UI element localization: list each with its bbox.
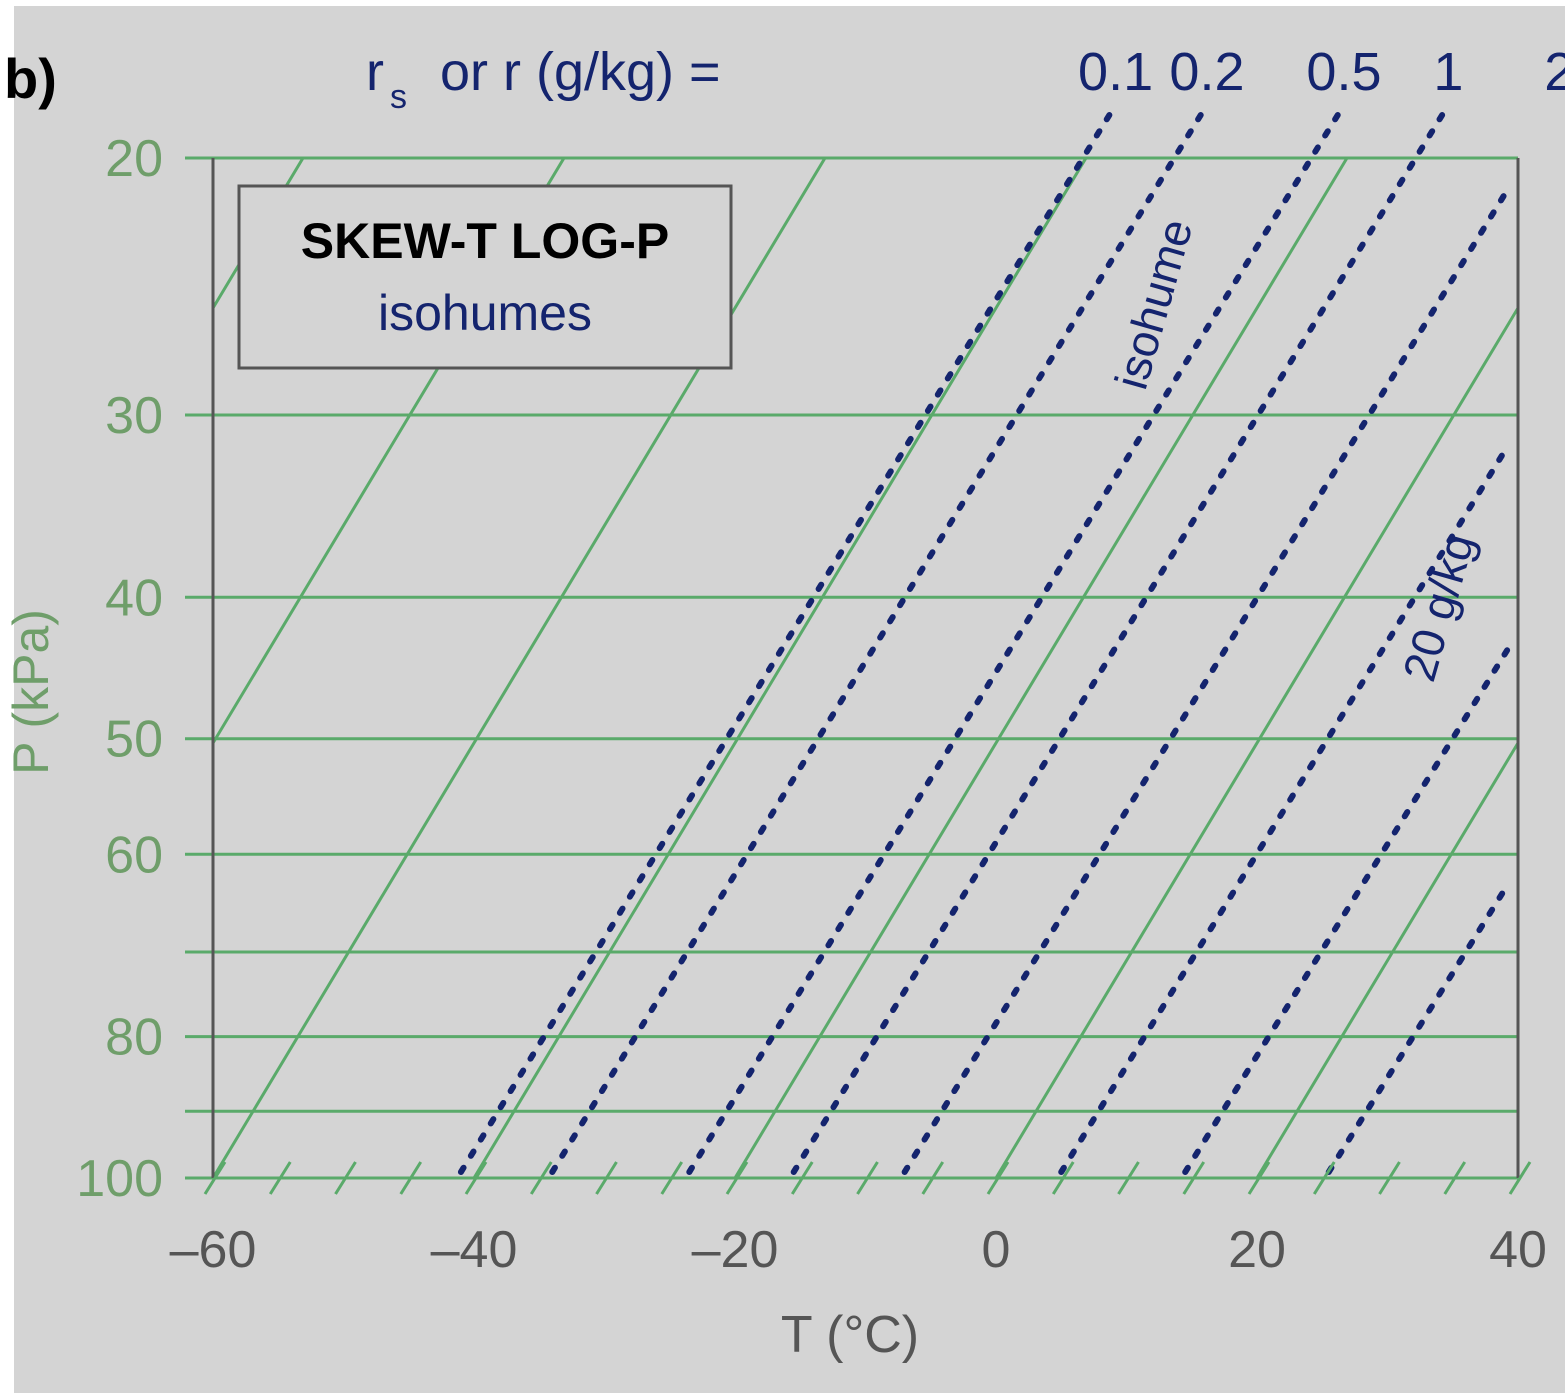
y-tick-label: 40 — [105, 569, 163, 627]
hash-tick — [464, 1161, 488, 1195]
isotherm-line — [472, 158, 1088, 1178]
y-tick-label: 80 — [105, 1009, 163, 1067]
legend-title: SKEW-T LOG-P — [301, 213, 669, 269]
hash-tick — [529, 1161, 553, 1195]
x-tick-label: –40 — [431, 1221, 518, 1279]
isotherm-line — [733, 158, 1349, 1178]
hash-tick — [399, 1161, 423, 1195]
mixing-ratio-label-0.2: 0.2 — [1169, 42, 1244, 102]
x-tick-labels: –60 –40 –20 0 20 40 — [170, 1221, 1547, 1279]
y-tick-label: 30 — [105, 387, 163, 445]
header-r: r — [366, 42, 384, 102]
plot-axes — [211, 158, 1520, 1178]
hash-tick — [334, 1161, 357, 1195]
panel-label: b) — [4, 47, 57, 110]
hash-tick — [268, 1161, 292, 1195]
hash-tick — [986, 1161, 1010, 1195]
isohume-lines — [457, 110, 1511, 1175]
hash-tick — [790, 1161, 814, 1195]
hash-tick — [660, 1161, 684, 1195]
y-tick-label: 60 — [105, 826, 163, 884]
x-tick-label: 20 — [1228, 1221, 1286, 1279]
hash-tick — [1117, 1161, 1140, 1195]
isohume-annotation: isohume — [1105, 213, 1203, 394]
isohume-line-0.1 — [457, 110, 1114, 1175]
hash-tick — [1312, 1161, 1336, 1195]
legend-box: SKEW-T LOG-P isohumes — [237, 184, 733, 370]
legend-frame — [237, 184, 733, 370]
hash-tick — [921, 1161, 945, 1195]
y-tick-labels: 20 30 40 50 60 80 100 — [76, 130, 163, 1208]
isohume-line-1 — [790, 110, 1447, 1175]
header-subscript: s — [390, 78, 407, 116]
isohume-line-0.2 — [549, 110, 1205, 1175]
mixing-ratio-label-0.5: 0.5 — [1306, 42, 1381, 102]
x-tick-label: 0 — [982, 1221, 1011, 1279]
bottom-hash-ticks — [203, 1161, 1532, 1195]
hash-tick — [1247, 1161, 1271, 1195]
hash-tick — [203, 1161, 227, 1195]
y-tick-label: 50 — [105, 711, 163, 769]
hash-tick — [725, 1161, 749, 1195]
hash-tick — [1051, 1161, 1075, 1195]
y-axis-title: P (kPa) — [3, 609, 59, 775]
mixing-ratio-label-2: 2 — [1544, 42, 1565, 102]
hash-tick — [595, 1161, 618, 1195]
isotherm-line — [994, 305, 1518, 1178]
mixing-ratio-label-1: 1 — [1433, 42, 1463, 102]
hash-tick — [856, 1161, 879, 1195]
isotherm-line — [1255, 740, 1518, 1178]
y-tick-label: 100 — [76, 1150, 163, 1208]
hash-tick — [1443, 1161, 1467, 1195]
hash-tick — [1378, 1161, 1401, 1195]
twenty-gkg-annotation: 20 g/kg — [1393, 527, 1485, 686]
x-tick-label: –60 — [170, 1221, 257, 1279]
isohume-line-10 — [1182, 645, 1511, 1175]
isohume-line-2 — [901, 185, 1511, 1175]
mixing-ratio-labels: 0.10.20.512510 — [1078, 42, 1565, 102]
isobar-grid — [185, 156, 1518, 1180]
hash-tick — [1182, 1161, 1206, 1195]
isotherm-line — [1516, 1175, 1518, 1178]
isohume-line-0.5 — [686, 110, 1342, 1175]
hash-tick — [1508, 1161, 1532, 1195]
legend-subtitle: isohumes — [378, 285, 592, 341]
mixing-ratio-label-0.1: 0.1 — [1078, 42, 1153, 102]
x-tick-label: 40 — [1489, 1221, 1547, 1279]
header-middle: or r (g/kg) = — [425, 42, 721, 102]
x-axis-title: T (°C) — [781, 1306, 919, 1364]
isohume-line-20 — [1325, 881, 1511, 1175]
x-tick-label: –20 — [692, 1221, 779, 1279]
isohume-line-5 — [1058, 442, 1511, 1175]
y-tick-label: 20 — [105, 130, 163, 188]
